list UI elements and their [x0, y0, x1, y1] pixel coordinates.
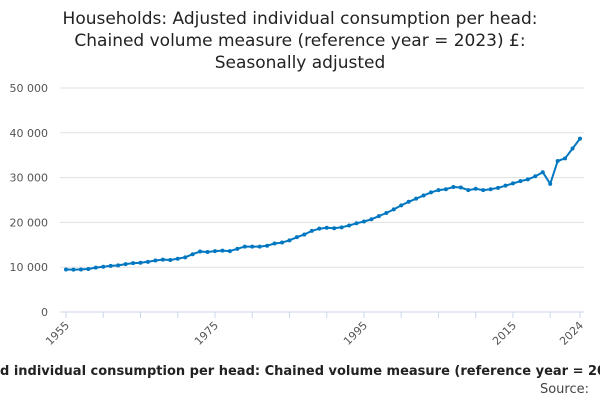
data-point: [332, 226, 337, 231]
data-point: [354, 221, 359, 226]
data-point: [466, 188, 471, 193]
data-point: [71, 267, 76, 272]
y-tick-label: 50 000: [10, 82, 49, 95]
data-point: [227, 249, 232, 254]
data-point: [339, 225, 344, 230]
data-point: [86, 266, 91, 271]
data-point: [458, 185, 463, 190]
data-point: [503, 183, 508, 188]
data-point: [570, 146, 575, 151]
data-point: [183, 255, 188, 260]
data-point: [399, 203, 404, 208]
chart-title-line: Seasonally adjusted: [214, 53, 386, 73]
data-point: [510, 181, 515, 186]
data-point: [287, 238, 292, 243]
data-point: [116, 263, 121, 268]
data-point: [101, 264, 106, 269]
chart-title-line: Households: Adjusted individual consumpt…: [62, 9, 538, 29]
data-point: [563, 156, 568, 161]
data-point: [302, 232, 307, 237]
data-point: [235, 246, 240, 251]
x-tick-label: 1995: [341, 319, 370, 348]
y-tick-label: 20 000: [10, 216, 49, 229]
data-point: [145, 259, 150, 264]
x-tick-label: 2015: [490, 319, 519, 348]
data-point: [481, 188, 486, 193]
y-tick-label: 10 000: [10, 261, 49, 274]
data-point: [272, 241, 277, 246]
data-point: [138, 260, 143, 265]
data-point: [123, 262, 128, 267]
data-point: [384, 210, 389, 215]
x-tick-label: 2024: [557, 319, 586, 348]
x-tick-label: 1955: [43, 319, 72, 348]
data-point: [443, 187, 448, 192]
x-tick-label: 1975: [192, 319, 221, 348]
data-point: [78, 267, 83, 272]
data-point: [220, 248, 225, 253]
data-point: [131, 261, 136, 266]
series-line: [65, 138, 581, 271]
data-point: [488, 187, 493, 192]
data-point: [406, 199, 411, 204]
data-point: [190, 252, 195, 257]
source-label: Source:: [539, 382, 589, 397]
data-point: [168, 258, 173, 263]
data-point: [198, 249, 203, 254]
data-point: [421, 193, 426, 198]
data-point: [317, 226, 322, 231]
data-point: [265, 243, 270, 248]
data-point: [361, 219, 366, 224]
chart-title-line: Chained volume measure (reference year =…: [74, 31, 526, 51]
data-point: [212, 249, 217, 254]
data-point: [347, 223, 352, 228]
data-point: [64, 267, 68, 272]
data-point: [205, 249, 210, 254]
data-point: [473, 186, 478, 191]
data-point: [93, 265, 98, 270]
data-point: [257, 244, 262, 249]
data-point: [324, 225, 329, 230]
data-point: [540, 170, 545, 175]
data-point: [436, 188, 441, 193]
data-point: [555, 159, 560, 164]
data-point: [280, 240, 285, 245]
data-point: [153, 258, 158, 263]
data-point: [309, 228, 314, 233]
y-tick-label: 30 000: [10, 172, 49, 185]
data-point: [369, 217, 374, 222]
data-point: [160, 257, 165, 262]
data-point: [414, 196, 419, 201]
data-point: [533, 174, 538, 179]
data-point: [525, 177, 530, 182]
data-point: [518, 179, 523, 184]
data-point: [429, 190, 434, 195]
y-tick-label: 40 000: [10, 127, 49, 140]
data-point: [496, 185, 501, 190]
data-point: [175, 256, 180, 261]
chart-title: Households: Adjusted individual consumpt…: [0, 8, 600, 74]
data-point: [548, 181, 553, 186]
data-point: [451, 185, 456, 190]
y-tick-label: 0: [41, 306, 48, 319]
data-point: [294, 235, 299, 240]
data-point: [376, 214, 381, 219]
data-point: [108, 263, 113, 268]
data-point: [578, 136, 582, 141]
data-point: [242, 244, 247, 249]
data-point: [250, 244, 255, 249]
series-label: d individual consumption per head: Chain…: [0, 364, 600, 379]
data-point: [391, 207, 396, 212]
